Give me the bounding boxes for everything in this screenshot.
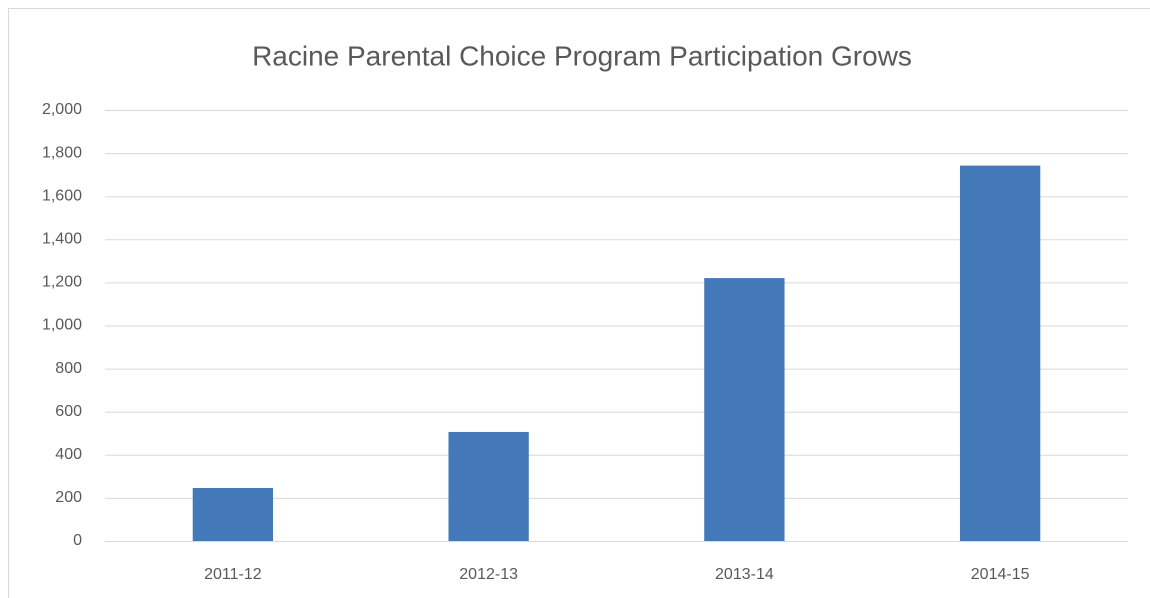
y-tick-label: 1,400 — [42, 231, 82, 248]
y-tick-label: 200 — [55, 489, 82, 506]
bar — [704, 278, 785, 541]
bar — [192, 487, 274, 541]
bar — [448, 431, 529, 541]
y-tick-label: 800 — [55, 360, 82, 377]
y-tick-label: 2,000 — [42, 101, 82, 118]
y-tick-label: 600 — [55, 403, 82, 420]
y-tick-label: 1,000 — [42, 317, 82, 334]
x-tick-label: 2012-13 — [459, 566, 518, 583]
x-tick-label: 2011-12 — [204, 566, 262, 583]
y-tick-label: 1,800 — [42, 144, 82, 161]
chart-title: Racine Parental Choice Program Participa… — [252, 40, 912, 71]
y-tick-label: 0 — [73, 532, 82, 549]
x-tick-label: 2013-14 — [715, 566, 774, 583]
y-tick-label: 1,200 — [42, 274, 82, 291]
y-tick-label: 400 — [55, 446, 82, 463]
chart-frame — [8, 8, 1150, 598]
bar — [959, 165, 1041, 541]
y-tick-label: 1,600 — [42, 187, 82, 204]
x-tick-label: 2014-15 — [971, 566, 1030, 583]
